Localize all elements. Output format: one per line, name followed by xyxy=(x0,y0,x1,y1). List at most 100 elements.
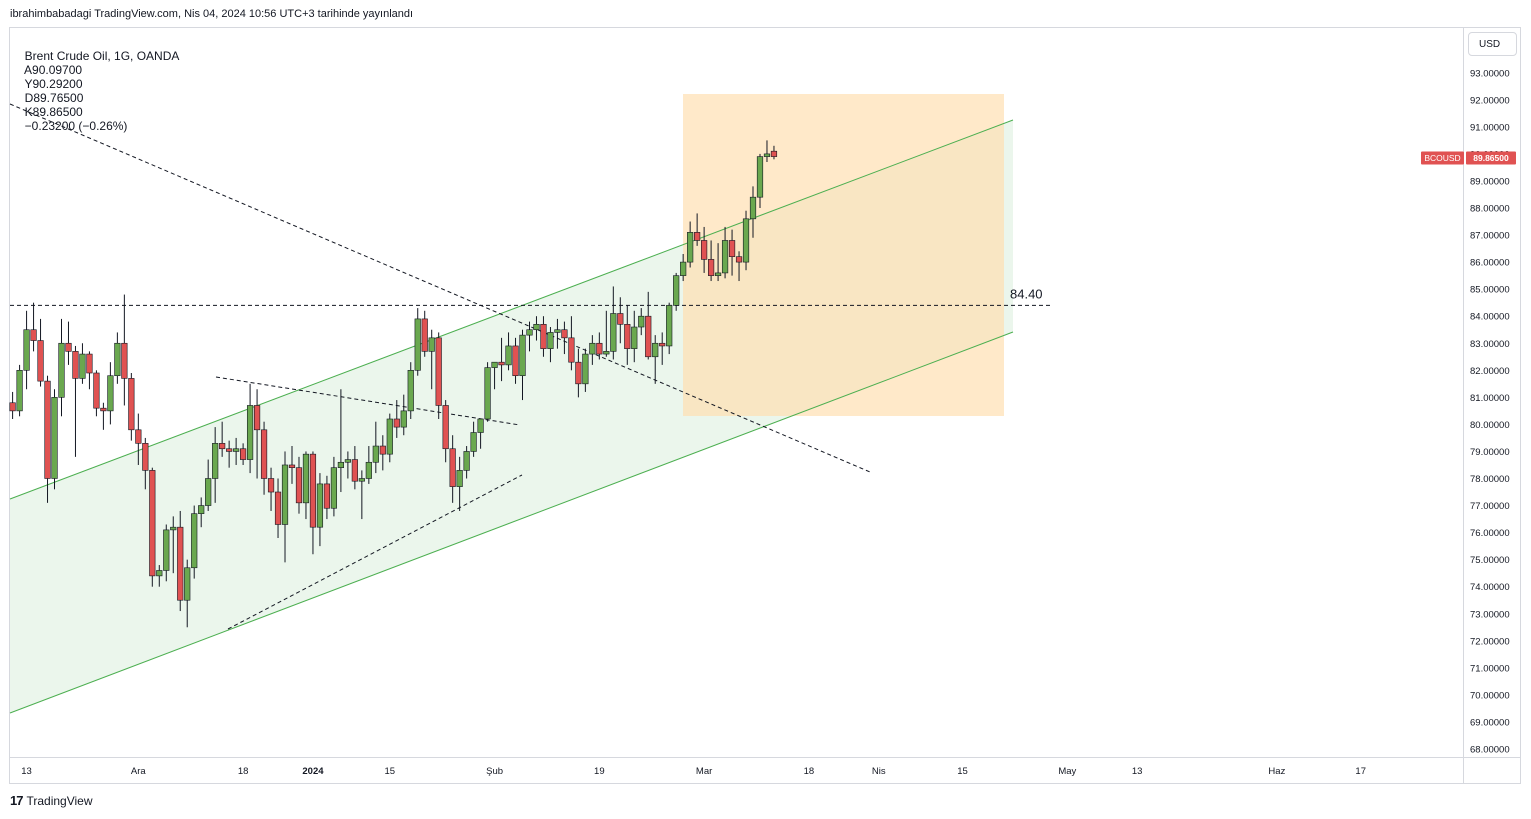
candle xyxy=(302,451,310,520)
candle-body xyxy=(240,448,247,460)
candle-body xyxy=(274,491,282,525)
candle-body xyxy=(519,334,526,377)
candle xyxy=(114,332,121,384)
candle xyxy=(79,343,86,384)
level-label: 84.40 xyxy=(1010,286,1043,301)
candle xyxy=(72,345,79,457)
candle xyxy=(707,240,715,282)
candle xyxy=(400,394,407,436)
candle-body xyxy=(435,337,442,406)
legend-high: Y90.29200 xyxy=(24,77,83,91)
trendline-mid-down xyxy=(215,376,521,426)
candle-body xyxy=(121,342,128,379)
time-tick-label: 15 xyxy=(385,766,396,777)
candle-body xyxy=(93,372,100,409)
time-tick-label: Ara xyxy=(131,766,147,777)
candle xyxy=(442,400,449,463)
candle xyxy=(540,316,547,357)
candle xyxy=(198,497,205,528)
legend-symbol[interactable]: Brent Crude Oil, 1G, OANDA xyxy=(24,49,180,63)
candle xyxy=(624,305,631,365)
candle-body xyxy=(491,361,498,368)
candle-body xyxy=(414,318,421,371)
candle-body xyxy=(149,470,156,577)
candle xyxy=(742,210,750,271)
candle-body xyxy=(694,232,701,241)
price-tick-label: 77.00000 xyxy=(1470,501,1510,512)
price-tag-value: 89.86500 xyxy=(1466,151,1516,165)
candle-body xyxy=(617,313,624,325)
candle xyxy=(610,286,617,360)
candle xyxy=(407,362,414,419)
candle xyxy=(652,335,659,384)
candle xyxy=(484,362,491,422)
price-tick-label: 83.00000 xyxy=(1470,339,1510,350)
candle-body xyxy=(344,459,351,463)
candle xyxy=(309,451,317,555)
candle-body xyxy=(365,461,372,479)
candle-body xyxy=(512,345,519,377)
price-tick-label: 76.00000 xyxy=(1470,528,1510,539)
candle-body xyxy=(114,342,121,377)
candle xyxy=(351,446,358,490)
candle-body xyxy=(58,342,65,398)
channel-lower-line xyxy=(9,331,1014,714)
candle xyxy=(205,459,212,511)
candle-body xyxy=(379,445,386,455)
candle-body xyxy=(72,351,79,379)
price-tick-label: 78.00000 xyxy=(1470,474,1510,485)
candle-body xyxy=(701,240,708,260)
candle-body xyxy=(456,470,463,487)
candle-body xyxy=(721,240,729,274)
channel-upper-line xyxy=(9,119,1014,500)
price-tick-label: 88.00000 xyxy=(1470,204,1510,215)
candle xyxy=(295,456,303,514)
candle xyxy=(666,302,673,355)
candle-body xyxy=(9,402,16,412)
currency-button[interactable]: USD xyxy=(1468,32,1517,56)
candle xyxy=(596,332,603,360)
chart-frame[interactable] xyxy=(9,27,1521,784)
candle-body xyxy=(107,375,114,412)
price-tick-label: 79.00000 xyxy=(1470,447,1510,458)
candle xyxy=(365,446,372,484)
candle xyxy=(582,348,589,392)
candle-body xyxy=(645,315,652,358)
candle-body xyxy=(51,397,58,479)
candle xyxy=(735,251,743,282)
candle xyxy=(435,332,442,419)
price-tag-value-bg xyxy=(1466,151,1516,165)
candle-body xyxy=(219,443,226,450)
price-tick-label: 89.00000 xyxy=(1470,176,1510,187)
candle-body xyxy=(540,324,547,349)
candle-body xyxy=(554,329,561,333)
footer-brand[interactable]: 17 TradingView xyxy=(10,793,93,808)
candle xyxy=(393,400,400,438)
candle-body xyxy=(323,483,331,509)
candle-body xyxy=(309,453,317,528)
time-tick-label: Haz xyxy=(1268,766,1285,777)
candle xyxy=(219,421,226,457)
candle xyxy=(344,451,351,479)
candle xyxy=(100,402,107,430)
candle xyxy=(638,308,645,336)
candle-body xyxy=(666,305,673,347)
candle-body xyxy=(477,418,484,433)
candle xyxy=(756,153,764,208)
candle-body xyxy=(156,570,163,577)
candle-body xyxy=(281,464,289,525)
candle xyxy=(589,335,596,365)
candle-body xyxy=(470,432,477,452)
candle xyxy=(128,373,135,441)
price-tick-label: 71.00000 xyxy=(1470,663,1510,674)
trendline-up xyxy=(227,474,523,630)
candle-body xyxy=(707,259,715,276)
candle-body xyxy=(547,332,554,349)
candle xyxy=(617,297,624,344)
candle xyxy=(44,375,51,503)
time-tick-label: 2024 xyxy=(302,766,324,777)
candle-body xyxy=(358,478,365,482)
candle xyxy=(519,329,526,401)
candle xyxy=(65,321,72,365)
